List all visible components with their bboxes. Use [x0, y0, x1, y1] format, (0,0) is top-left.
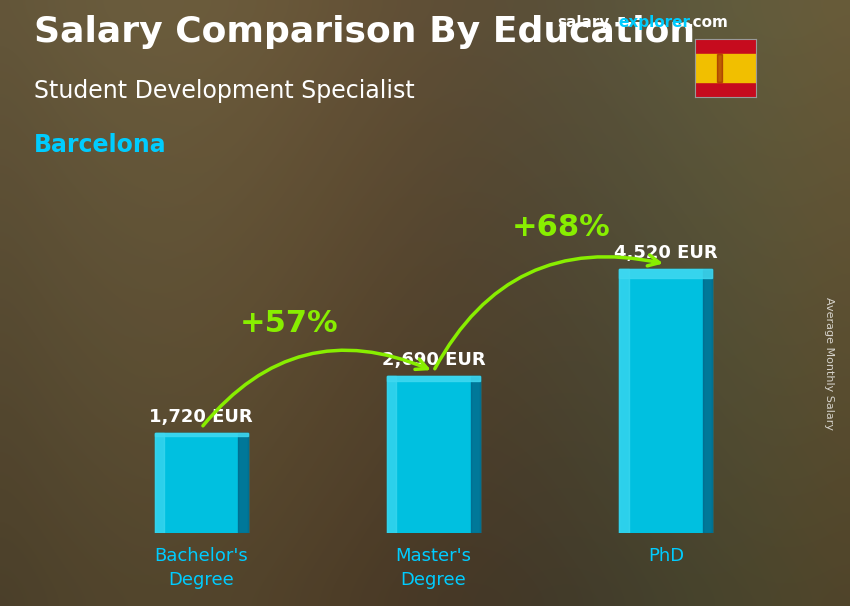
Bar — [155, 433, 247, 533]
Bar — [387, 376, 480, 533]
Bar — [703, 269, 712, 533]
Text: 2,690 EUR: 2,690 EUR — [382, 351, 485, 370]
Text: Salary Comparison By Education: Salary Comparison By Education — [34, 15, 695, 49]
Bar — [387, 376, 480, 381]
Text: Student Development Specialist: Student Development Specialist — [34, 79, 415, 103]
Bar — [695, 55, 756, 82]
Bar — [155, 433, 164, 533]
Bar — [620, 269, 712, 278]
Text: +68%: +68% — [512, 213, 610, 242]
Text: Barcelona: Barcelona — [34, 133, 167, 158]
Text: 1,720 EUR: 1,720 EUR — [150, 408, 253, 426]
Text: Average Monthly Salary: Average Monthly Salary — [824, 297, 834, 430]
Bar — [717, 55, 722, 82]
Bar — [620, 269, 712, 533]
Bar — [471, 376, 480, 533]
Bar — [155, 433, 247, 436]
Text: .com: .com — [688, 15, 728, 30]
Text: salary: salary — [557, 15, 609, 30]
Bar — [387, 376, 396, 533]
Text: +57%: +57% — [241, 308, 339, 338]
Bar — [620, 269, 629, 533]
Bar — [238, 433, 247, 533]
Text: explorer: explorer — [618, 15, 690, 30]
Text: 4,520 EUR: 4,520 EUR — [614, 244, 717, 262]
